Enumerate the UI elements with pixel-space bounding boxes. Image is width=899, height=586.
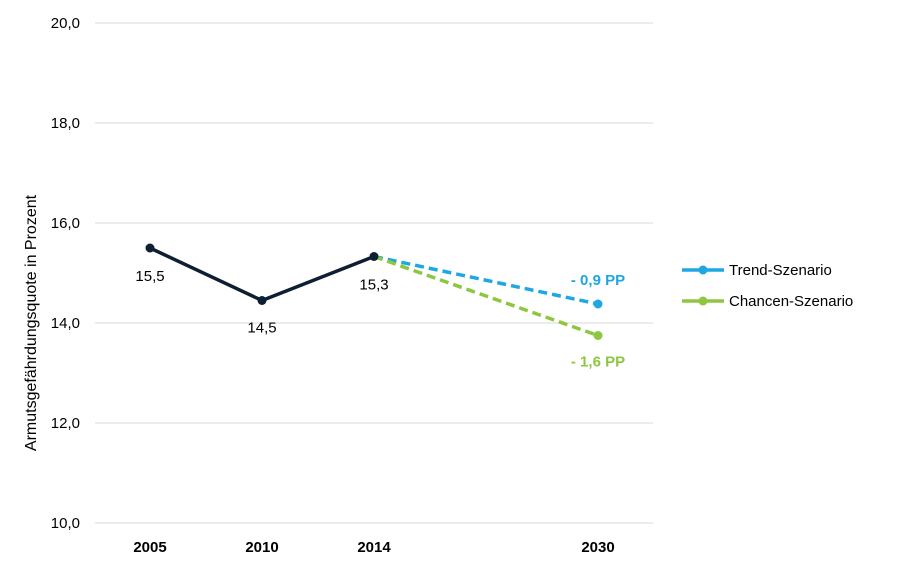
data-point-trend [593, 299, 603, 309]
y-tick-label: 18,0 [51, 115, 80, 132]
legend: Trend-Szenario Chancen-Szenario [682, 262, 853, 310]
series-line-chancen [373, 254, 599, 338]
data-labels: 15,5 14,5 15,3 - 0,9 PP - 1,6 PP [135, 268, 625, 371]
y-axis-label: Armutsgefährdungsquote in Prozent [23, 194, 40, 451]
x-tick-label: 2014 [357, 539, 391, 556]
legend-marker-trend [698, 265, 708, 275]
series-line-trend [373, 254, 599, 306]
series-line-historical [149, 246, 375, 303]
data-label: 15,3 [359, 277, 388, 294]
y-tick-label: 12,0 [51, 415, 80, 432]
y-tick-label: 16,0 [51, 215, 80, 232]
y-tick-label: 14,0 [51, 315, 80, 332]
y-tick-label: 20,0 [51, 15, 80, 32]
x-tick-label: 2010 [245, 539, 278, 556]
legend-marker-chancen [698, 296, 708, 306]
data-point-historical [145, 243, 155, 253]
trend-annotation: - 0,9 PP [571, 272, 625, 289]
series-group [145, 243, 603, 340]
data-point-historical [257, 296, 267, 305]
y-axis-ticks: 10,0 12,0 14,0 16,0 18,0 20,0 [51, 15, 80, 532]
chancen-annotation: - 1,6 PP [571, 354, 625, 371]
x-tick-label: 2030 [581, 539, 614, 556]
gridlines [95, 22, 653, 524]
data-point-chancen [593, 331, 603, 340]
data-point-historical [369, 252, 379, 261]
y-tick-label: 10,0 [51, 515, 80, 532]
data-label: 14,5 [247, 320, 276, 337]
legend-label-chancen: Chancen-Szenario [729, 293, 853, 310]
x-axis-ticks: 2005 2010 2014 2030 [133, 539, 614, 556]
legend-label-trend: Trend-Szenario [729, 262, 832, 279]
data-label: 15,5 [135, 268, 164, 285]
x-tick-label: 2005 [133, 539, 166, 556]
